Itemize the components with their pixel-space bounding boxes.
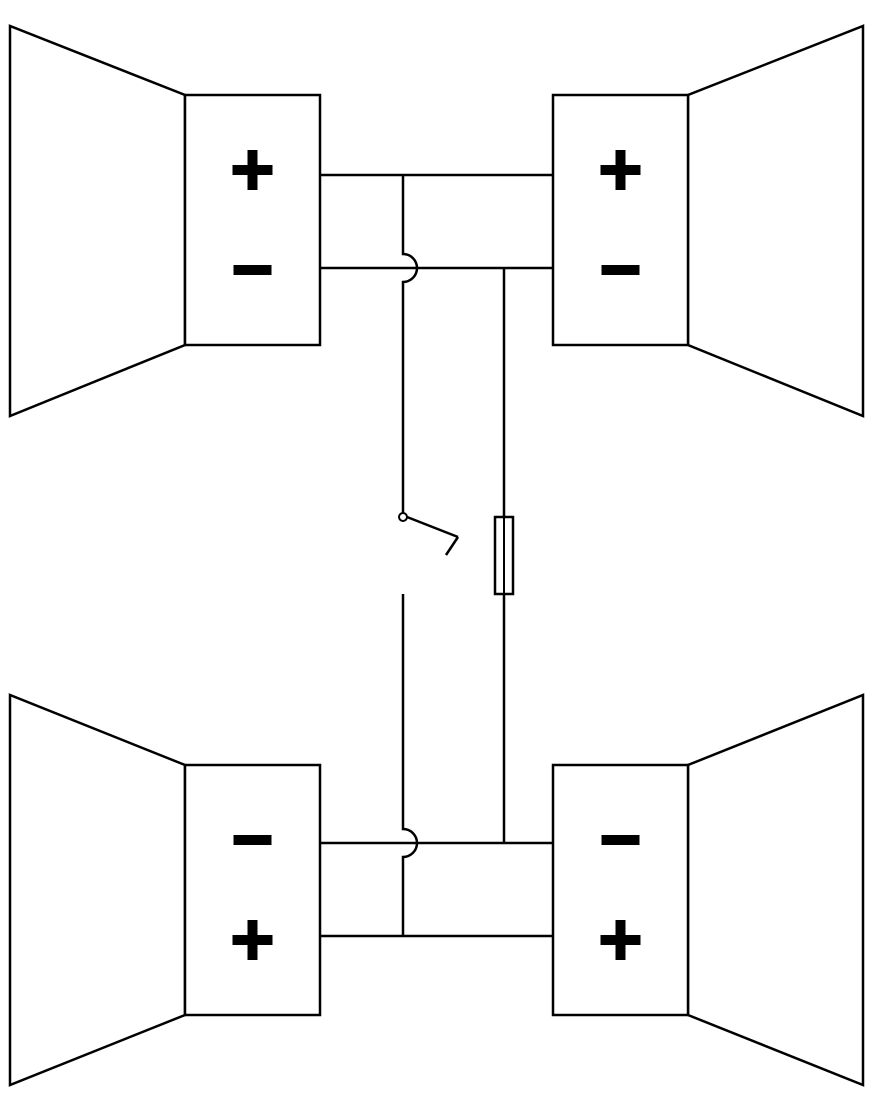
wire-vert-left-lower [403, 594, 417, 936]
switch-arm-tick [446, 537, 458, 555]
terminal-plus-v-top-right-top [616, 150, 626, 190]
speaker-cone-top-right [688, 26, 863, 416]
wiring-diagram [0, 0, 873, 1111]
switch-arm [407, 517, 458, 537]
speaker-box-bottom-right [553, 765, 688, 1015]
speaker-box-top-right [553, 95, 688, 345]
terminal-plus-v-top-left-top [248, 150, 258, 190]
speaker-cone-top-left [10, 26, 185, 416]
terminal-plus-v-bottom-left-bot [248, 920, 258, 960]
wire-vert-left-upper [403, 175, 417, 517]
terminal-minus-bottom-right-top [602, 835, 640, 845]
terminal-plus-v-bottom-right-bot [616, 920, 626, 960]
terminal-minus-bottom-left-top [234, 835, 272, 845]
speaker-cone-bottom-left [10, 695, 185, 1085]
switch-pivot [399, 513, 407, 521]
terminal-minus-top-right-bot [602, 265, 640, 275]
speaker-box-bottom-left [185, 765, 320, 1015]
speaker-box-top-left [185, 95, 320, 345]
terminal-minus-top-left-bot [234, 265, 272, 275]
speaker-cone-bottom-right [688, 695, 863, 1085]
